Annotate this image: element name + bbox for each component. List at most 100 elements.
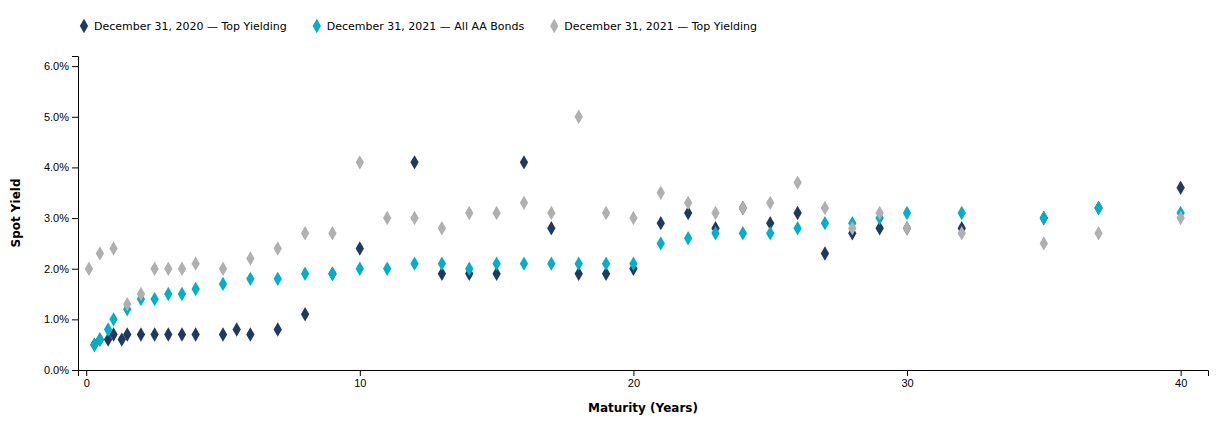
y-axis-title: Spot Yield: [9, 178, 23, 247]
point: [438, 256, 446, 270]
point: [602, 206, 610, 220]
tick-label: 4.0%: [44, 161, 69, 173]
point: [104, 322, 112, 336]
point: [301, 267, 309, 281]
y-axis: 0.0% 1.0% 2.0% 3.0% 4.0% 5.0% 6.0%: [44, 57, 79, 377]
point: [164, 287, 172, 301]
point: [274, 272, 282, 286]
tick: 40: [1175, 370, 1187, 389]
point: [328, 226, 336, 240]
legend-swatch: [550, 19, 558, 33]
point: [465, 262, 473, 276]
tick-label: 0.0%: [44, 364, 69, 376]
point: [301, 226, 309, 240]
tick: 4.0%: [44, 161, 78, 173]
point: [903, 221, 911, 235]
point: [1040, 236, 1048, 250]
point: [356, 262, 364, 276]
point: [739, 226, 747, 240]
point: [821, 201, 829, 215]
point: [958, 226, 966, 240]
legend-label: December 31, 2021 — Top Yielding: [564, 20, 757, 33]
tick: 5.0%: [44, 111, 78, 123]
point: [903, 206, 911, 220]
tick-mark: [72, 218, 78, 219]
point: [383, 262, 391, 276]
point: [410, 211, 418, 225]
point: [793, 206, 801, 220]
point: [848, 221, 856, 235]
point: [109, 241, 117, 255]
tick-mark: [72, 167, 78, 168]
point: [711, 206, 719, 220]
point: [903, 221, 911, 235]
tick-mark: [633, 370, 634, 376]
point: [492, 256, 500, 270]
tick: 6.0%: [44, 60, 78, 72]
point: [123, 327, 131, 341]
tick: 1.0%: [44, 313, 78, 325]
points: [85, 110, 1185, 352]
point: [684, 231, 692, 245]
point: [274, 241, 282, 255]
tick-mark: [72, 370, 78, 371]
legend-label: December 31, 2020 — Top Yielding: [94, 20, 287, 33]
point: [191, 256, 199, 270]
point: [657, 216, 665, 230]
point: [356, 155, 364, 169]
axis-line: [72, 57, 79, 371]
point: [96, 246, 104, 260]
point: [766, 226, 774, 240]
point: [164, 262, 172, 276]
point: [137, 327, 145, 341]
point: [793, 175, 801, 189]
tick: 2.0%: [44, 263, 78, 275]
series: [85, 110, 1185, 312]
tick: 20: [628, 370, 640, 389]
point: [191, 282, 199, 296]
point: [150, 262, 158, 276]
tick-mark: [907, 370, 908, 376]
point: [328, 267, 336, 281]
point: [356, 241, 364, 255]
tick-label: 6.0%: [44, 60, 69, 72]
plot-area: 0 10 20 30 40 0.0% 1.0% 2.0% 3.0% 4.0% 5.0% 6.0%: [44, 57, 1209, 389]
point: [821, 246, 829, 260]
point: [684, 196, 692, 210]
point: [191, 327, 199, 341]
point: [520, 196, 528, 210]
tick: 0.0%: [44, 364, 78, 376]
point: [711, 226, 719, 240]
point: [164, 327, 172, 341]
tick: 0: [84, 370, 90, 389]
point: [410, 155, 418, 169]
point: [1094, 226, 1102, 240]
point: [96, 332, 104, 346]
point: [137, 287, 145, 301]
tick-mark: [86, 370, 87, 376]
tick-mark: [72, 319, 78, 320]
point: [109, 312, 117, 326]
tick-label: 3.0%: [44, 212, 69, 224]
point: [629, 256, 637, 270]
point: [547, 206, 555, 220]
tick-label: 30: [901, 377, 913, 389]
series: [90, 155, 1185, 352]
tick-label: 1.0%: [44, 313, 69, 325]
legend-label: December 31, 2021 — All AA Bonds: [327, 20, 525, 33]
point: [739, 201, 747, 215]
point: [246, 327, 254, 341]
point: [575, 110, 583, 124]
point: [547, 221, 555, 235]
point: [602, 256, 610, 270]
legend-item: December 31, 2021 — Top Yielding: [550, 19, 757, 33]
point: [657, 236, 665, 250]
tick-label: 5.0%: [44, 111, 69, 123]
point: [85, 262, 93, 276]
legend-item: December 31, 2021 — All AA Bonds: [313, 19, 525, 33]
tick: 10: [354, 370, 366, 389]
axis-line: [79, 371, 1209, 377]
point: [178, 287, 186, 301]
point: [465, 206, 473, 220]
point: [575, 256, 583, 270]
